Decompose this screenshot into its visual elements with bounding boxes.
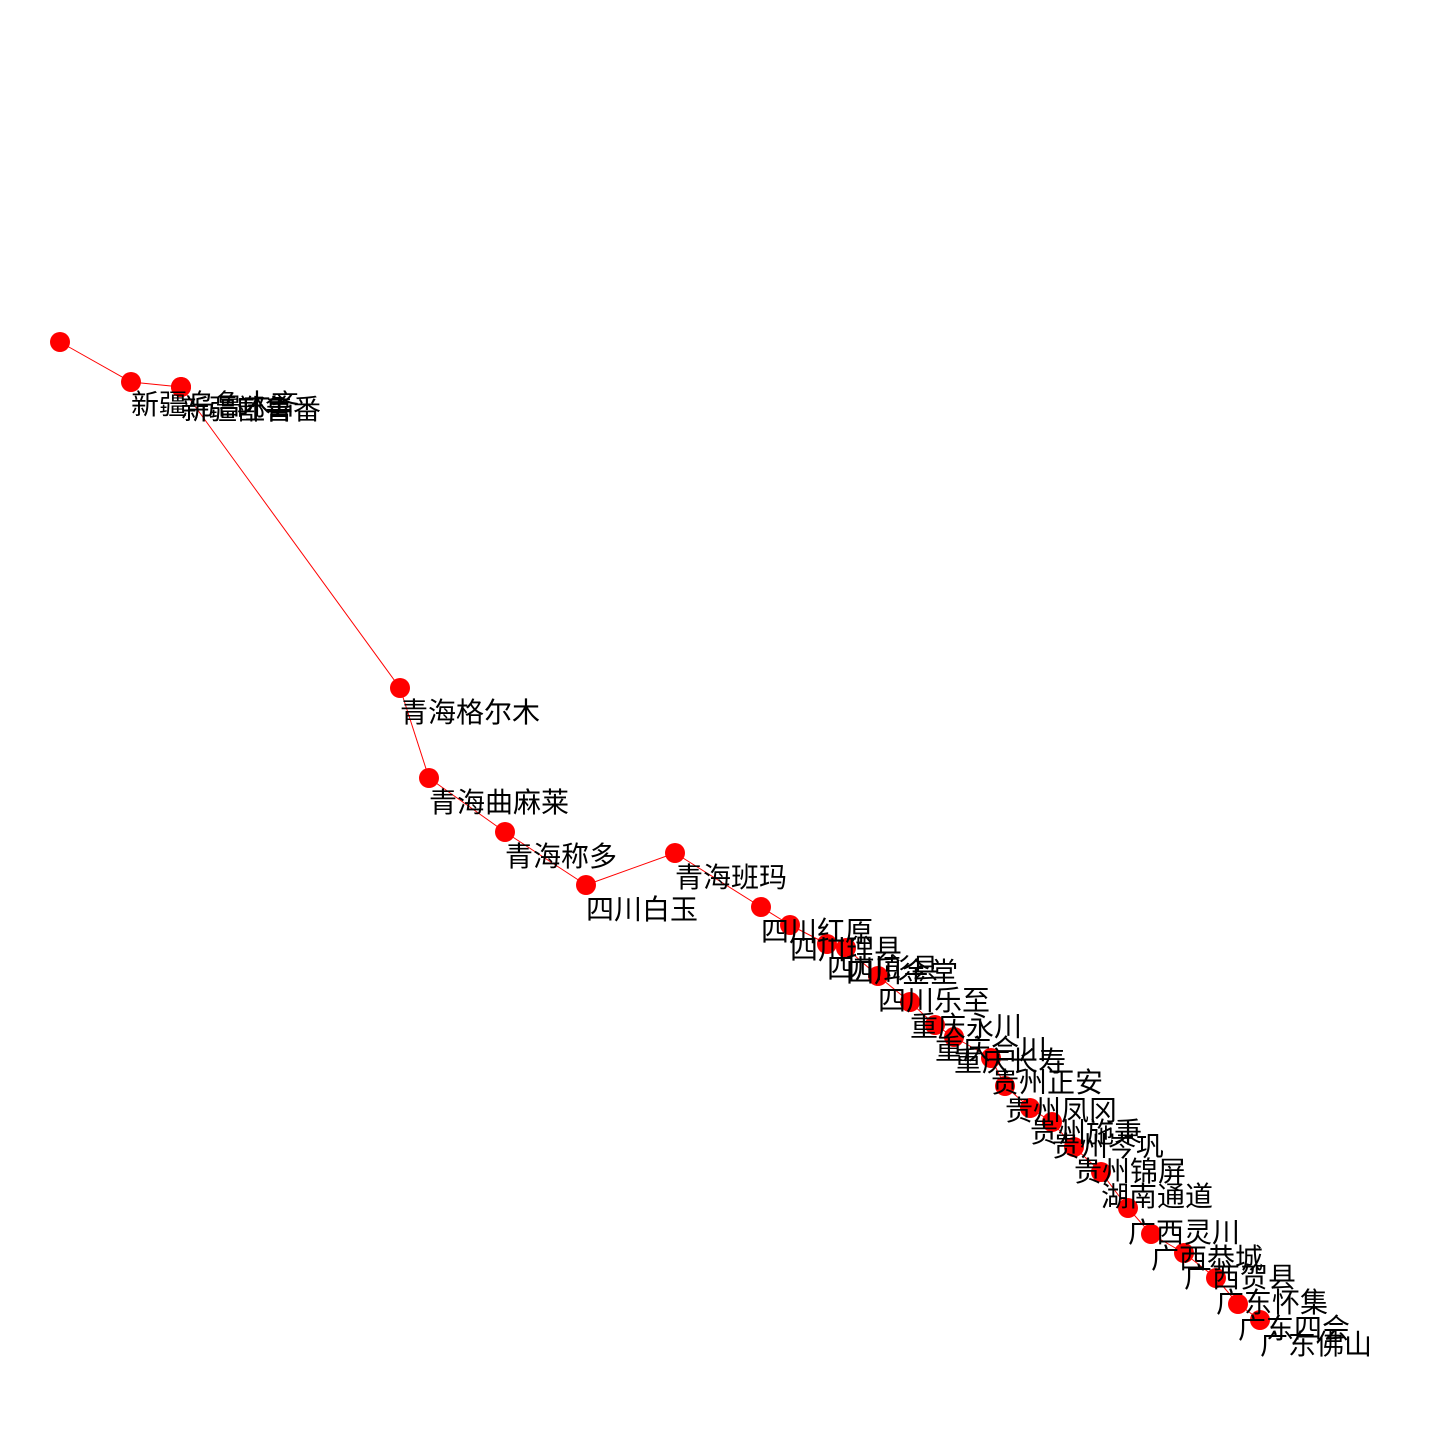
edge-n6-n7 [428, 777, 506, 833]
node-n10 [751, 897, 771, 917]
node-n20 [1020, 1098, 1040, 1118]
node-label-n3: 新疆吐鲁番 [181, 393, 321, 426]
node-n5 [390, 678, 410, 698]
node-label-n26: 广西贺县 [1184, 1261, 1296, 1294]
node-label-n13: 四川金堂 [846, 956, 958, 989]
node-n11 [780, 915, 800, 935]
node-label-n21: 贵州岑巩 [1052, 1130, 1164, 1163]
node-label-n15: 重庆永川 [910, 1010, 1022, 1043]
node-label-n20: 贵州施秉 [1030, 1116, 1142, 1149]
node-label-n8: 四川白玉 [586, 893, 698, 926]
node-label-n22: 贵州锦屏 [1074, 1155, 1186, 1188]
edge-n8-n9 [585, 852, 676, 886]
node-n19 [995, 1076, 1015, 1096]
node-n17 [944, 1027, 964, 1047]
node-n26 [1174, 1243, 1194, 1263]
node-n6 [419, 768, 439, 788]
node-n25 [1141, 1224, 1161, 1244]
node-label-n29: 广东佛山 [1260, 1328, 1372, 1361]
edge-n7-n8 [504, 831, 587, 886]
node-label-n14: 四川乐至 [878, 984, 990, 1017]
node-label-n11: 四川理县 [790, 933, 902, 966]
node-n14 [868, 966, 888, 986]
node-label-n18: 贵州正安 [991, 1066, 1103, 1099]
node-label-n9: 青海班玛 [675, 861, 787, 894]
node-label-n7: 青海称多 [505, 840, 617, 873]
node-label-n12: 四川彭县 [827, 952, 939, 985]
node-n7 [495, 822, 515, 842]
node-n9 [665, 843, 685, 863]
node-n28 [1228, 1294, 1248, 1314]
node-label-n16: 重庆合川 [935, 1033, 1047, 1066]
node-n15 [900, 992, 920, 1012]
node-n16 [925, 1015, 945, 1035]
node-label-n28: 广东四会 [1238, 1312, 1350, 1345]
edge-n9-n10 [674, 852, 762, 908]
node-label-n4: 新疆鄯善 [181, 393, 293, 426]
node-n4 [171, 377, 191, 397]
node-label-n25: 广西恭城 [1151, 1242, 1263, 1275]
node-n18 [981, 1048, 1001, 1068]
nodes-layer [50, 332, 1270, 1330]
node-n2 [121, 372, 141, 392]
node-n21 [1042, 1112, 1062, 1132]
edge-n4-n5 [180, 386, 401, 689]
edge-n1-n2 [59, 341, 132, 383]
node-n1 [50, 332, 70, 352]
node-n23 [1091, 1162, 1111, 1182]
node-label-n6: 青海曲麻莱 [429, 786, 569, 819]
node-label-n17: 重庆长寿 [954, 1045, 1066, 1078]
node-label-n2: 新疆乌鲁木齐 [131, 388, 299, 421]
node-n27 [1206, 1268, 1226, 1288]
node-label-n5: 青海格尔木 [400, 696, 540, 729]
node-n24 [1118, 1198, 1138, 1218]
node-n12 [817, 934, 837, 954]
node-n22 [1064, 1137, 1084, 1157]
node-label-n27: 广东怀集 [1216, 1286, 1328, 1319]
node-n13 [836, 938, 856, 958]
node-n29 [1250, 1310, 1270, 1330]
labels-layer: 新疆乌鲁木齐新疆吐鲁番新疆鄯善青海格尔木青海曲麻莱青海称多四川白玉青海班玛四川红… [131, 388, 1372, 1361]
node-label-n19: 贵州凤冈 [1005, 1094, 1117, 1127]
edge-n5-n6 [399, 687, 430, 779]
node-label-n24: 广西灵川 [1128, 1216, 1240, 1249]
node-n8 [576, 875, 596, 895]
node-label-n10: 四川红原 [761, 915, 873, 948]
node-label-n23: 湖南通道 [1101, 1180, 1213, 1213]
